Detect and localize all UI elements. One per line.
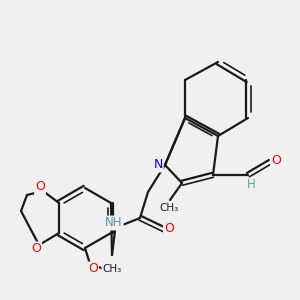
Text: CH₃: CH₃ xyxy=(102,264,122,274)
Text: O: O xyxy=(164,221,174,235)
Text: NH: NH xyxy=(105,217,123,230)
Text: N: N xyxy=(153,158,163,172)
Text: O: O xyxy=(271,154,281,166)
Text: O: O xyxy=(31,242,41,256)
Text: CH₃: CH₃ xyxy=(159,203,178,213)
Text: H: H xyxy=(247,178,255,191)
Text: O: O xyxy=(88,262,98,275)
Text: O: O xyxy=(35,181,45,194)
